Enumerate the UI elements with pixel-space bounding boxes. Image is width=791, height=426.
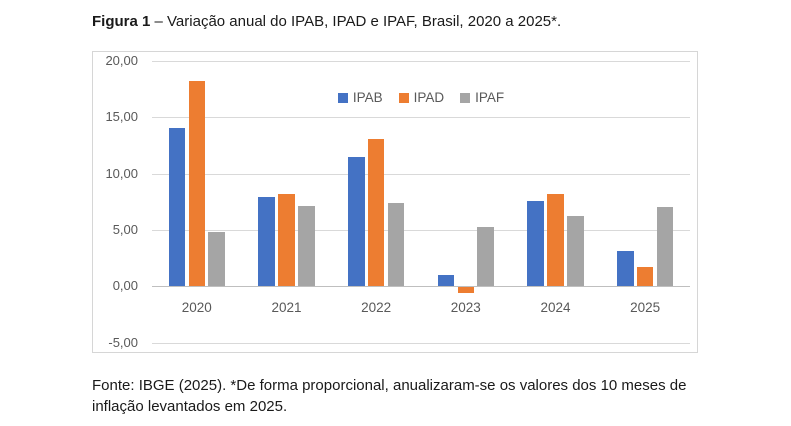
y-axis-tick-label: 15,00 xyxy=(105,109,138,125)
legend-label: IPAB xyxy=(352,90,383,105)
x-axis-line xyxy=(152,286,690,288)
legend-swatch-ipad xyxy=(398,93,409,103)
legend-item-ipab: IPAB xyxy=(337,90,383,106)
bar-ipaf-2025 xyxy=(656,207,674,287)
bar-ipaf-2020 xyxy=(208,232,225,287)
y-axis-tick-label: 20,00 xyxy=(105,53,138,68)
bar-ipaf-2021 xyxy=(298,206,315,287)
legend-item-ipad: IPAD xyxy=(398,90,445,106)
y-axis-tick-label: -5,00 xyxy=(108,334,138,350)
source-footnote: Fonte: IBGE (2025). *De forma proporcion… xyxy=(92,377,687,415)
bar-ipad-2023 xyxy=(457,287,475,293)
bar-ipaf-2024 xyxy=(567,216,584,287)
bar-ipaf-2023 xyxy=(477,226,494,287)
gridline xyxy=(152,229,690,231)
legend-swatch-ipab xyxy=(337,93,348,103)
y-axis-tick-label: 5,00 xyxy=(112,221,138,237)
y-axis-tick-label: 10,00 xyxy=(105,165,138,181)
bar-ipaf-2022 xyxy=(387,202,405,287)
legend-swatch-ipaf xyxy=(460,93,471,103)
x-axis-tick-label: 2021 xyxy=(271,300,302,315)
bar-ipad-2025 xyxy=(636,267,654,287)
gridline xyxy=(152,61,690,62)
gridline xyxy=(152,173,690,175)
bar-ipab-2023 xyxy=(437,275,455,287)
legend-label: IPAF xyxy=(475,90,505,105)
chart-area: 20,00 15,00 10,00 5,00 0,00 -5,00 2020 2021 2022… xyxy=(92,51,698,353)
chart-legend: IPAB IPAD IPAF xyxy=(152,90,690,106)
bar-ipad-2024 xyxy=(547,193,564,287)
bar-ipab-2025 xyxy=(617,251,634,287)
bar-ipab-2024 xyxy=(527,200,544,287)
legend-label: IPAD xyxy=(413,90,445,105)
bar-ipab-2022 xyxy=(348,156,365,287)
bar-ipad-2021 xyxy=(278,193,295,287)
figure-title-label: Figura 1 xyxy=(92,13,151,30)
plot-area: 20,00 15,00 10,00 5,00 0,00 -5,00 2020 2021 2022… xyxy=(93,52,697,352)
gridline xyxy=(152,117,690,119)
x-axis-tick-label: 2023 xyxy=(450,300,481,315)
x-axis-tick-label: 2022 xyxy=(361,300,392,315)
bar-ipab-2020 xyxy=(168,127,186,287)
x-axis-tick-label: 2020 xyxy=(181,300,212,315)
gridline xyxy=(152,342,690,344)
x-axis-tick-label: 2024 xyxy=(540,300,571,315)
bar-ipab-2021 xyxy=(258,197,275,287)
y-axis-tick-label: 0,00 xyxy=(112,278,138,294)
bar-ipad-2022 xyxy=(367,138,385,287)
figure-title-text: – Variação anual do IPAB, IPAD e IPAF, B… xyxy=(150,13,562,30)
legend-item-ipaf: IPAF xyxy=(460,90,504,106)
bar-ipad-2020 xyxy=(188,81,206,287)
figure-title: Figura 1 – Variação anual do IPAB, IPAD … xyxy=(92,12,561,32)
x-axis-tick-label: 2025 xyxy=(630,300,661,315)
